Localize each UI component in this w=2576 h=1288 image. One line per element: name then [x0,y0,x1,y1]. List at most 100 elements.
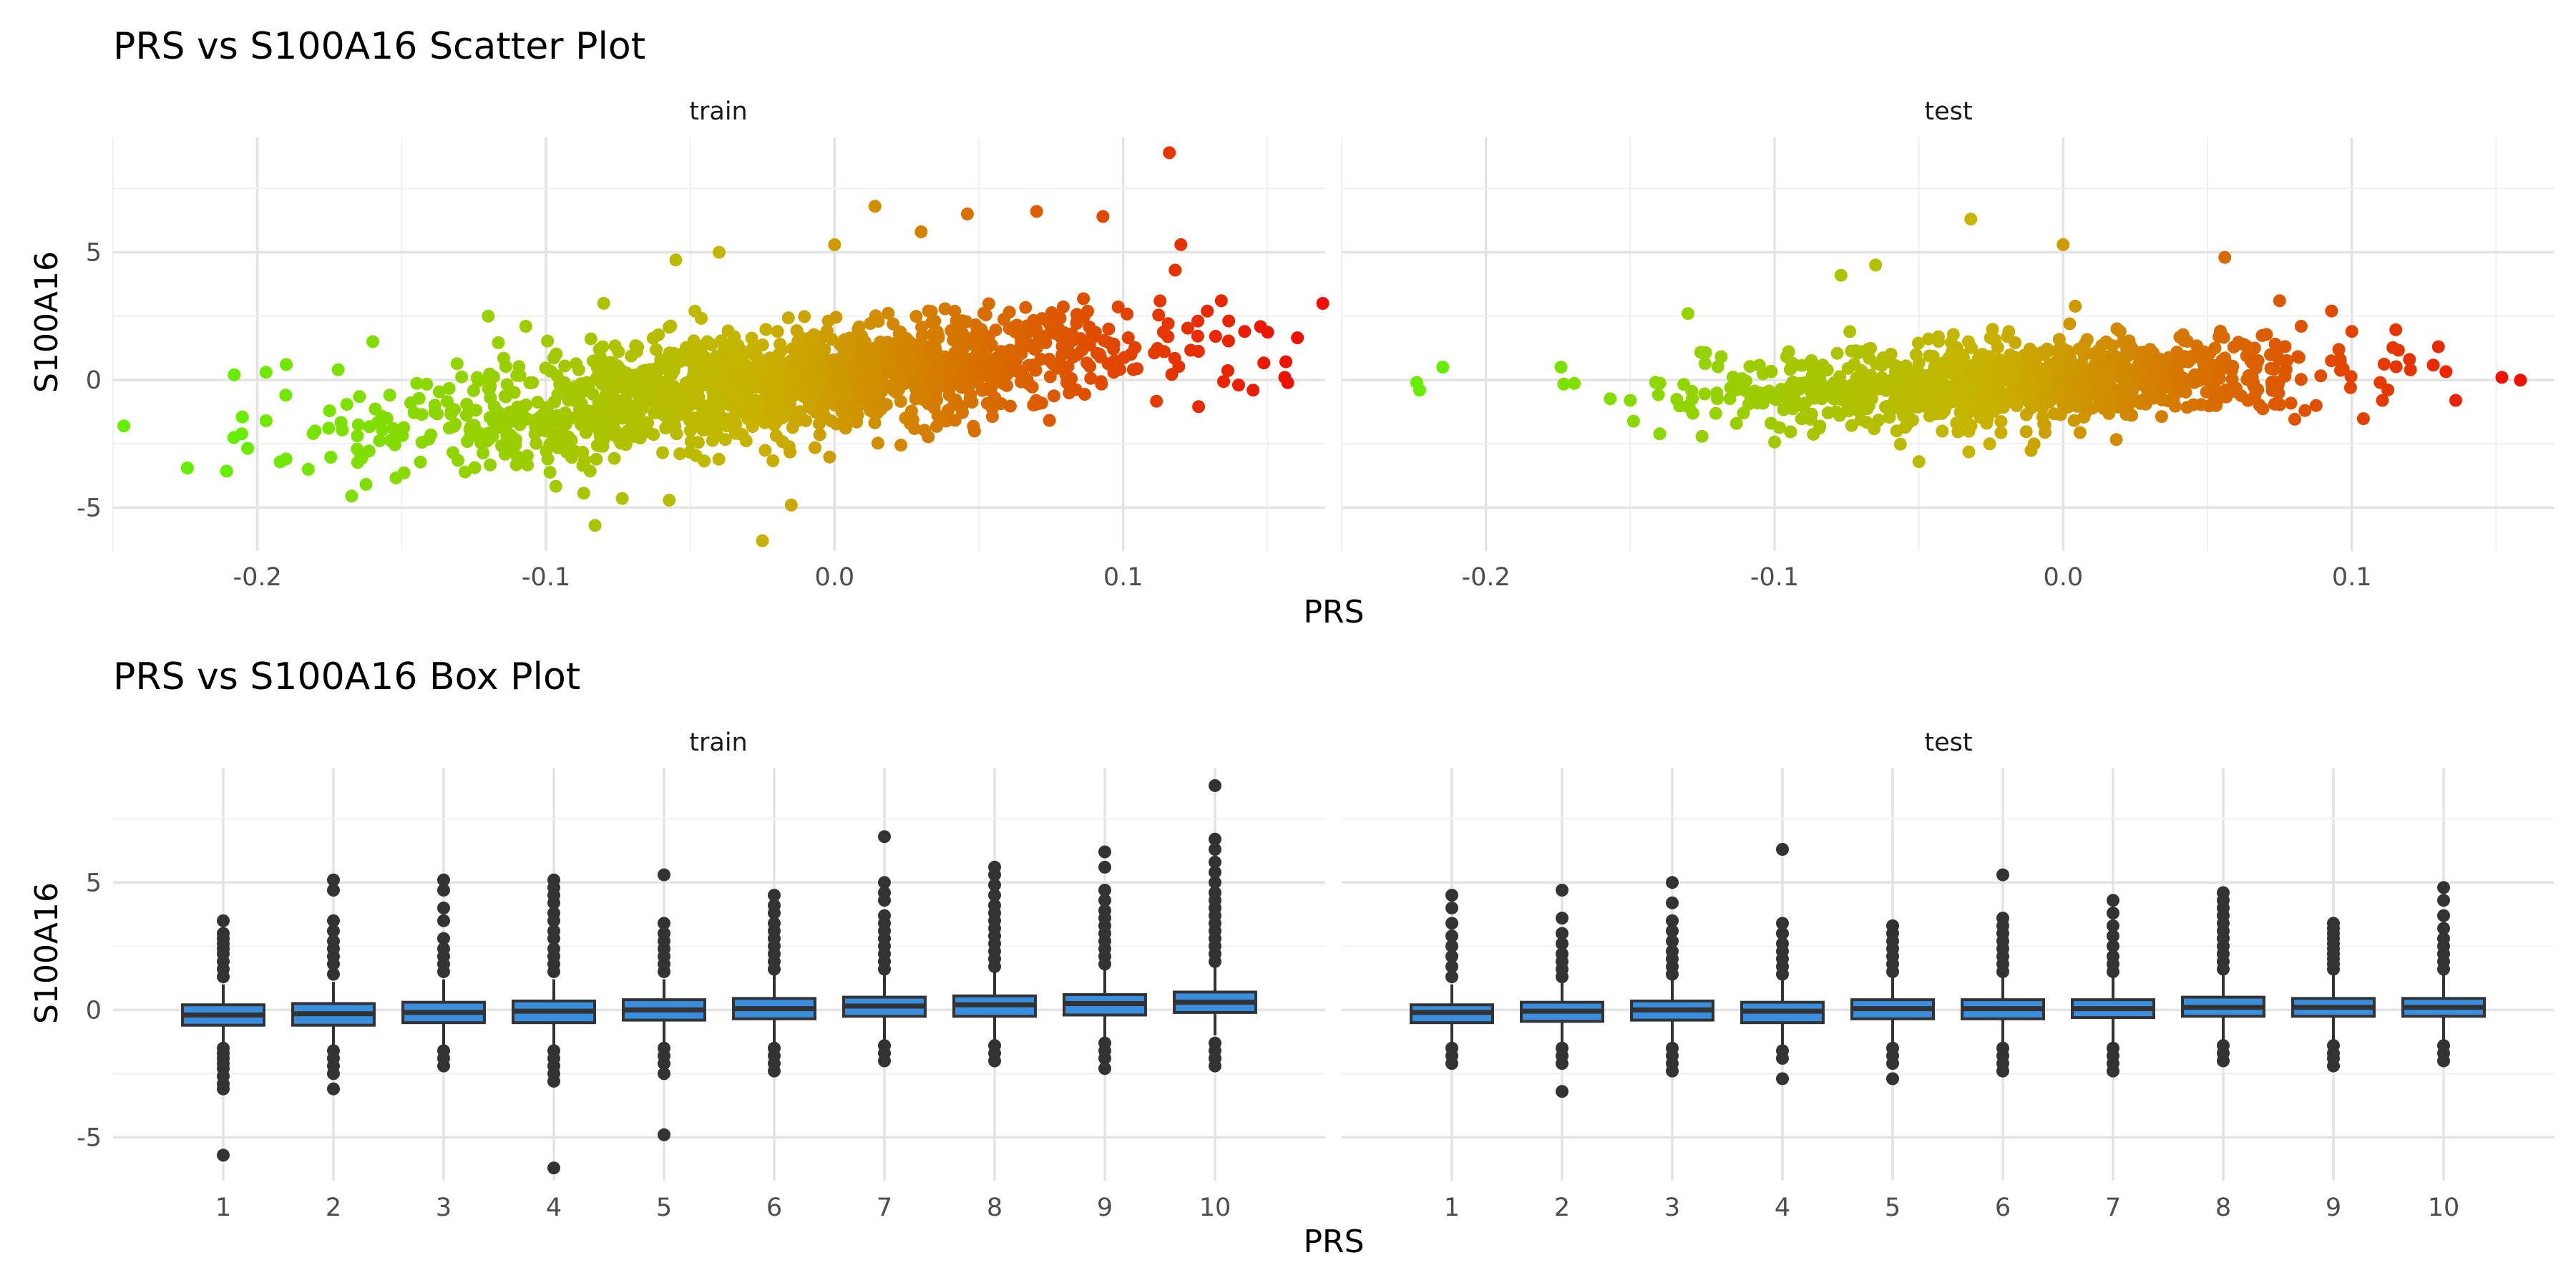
scatter-point [766,454,780,467]
scatter-point [2160,380,2173,394]
scatter-point [2124,341,2138,354]
scatter-point [446,446,459,459]
scatter-point [959,379,972,392]
scatter-point [2292,351,2306,364]
scatter-point [1554,361,1568,374]
scatter-point [301,462,315,476]
scatter-point [1756,396,1770,410]
box-outlier [1445,970,1458,984]
scatter-point [2167,388,2181,401]
scatter-point [557,376,571,389]
scatter-point [389,471,403,484]
scatter-point [593,350,607,364]
scatter-point [2041,378,2054,391]
scatter-point [838,409,852,423]
scatter-y-tick-label: 5 [86,239,102,268]
box-test-7 [2071,894,2155,1078]
scatter-point [1961,335,1975,348]
scatter-point [985,410,999,424]
scatter-point [519,320,532,333]
scatter-point [678,379,692,392]
scatter-strip-test: test [1924,97,1972,126]
scatter-point [2223,384,2236,398]
scatter-point [1081,305,1094,318]
box-outlier [1666,924,1679,937]
scatter-point [1158,345,1171,358]
scatter-point [2087,347,2100,361]
box-x-tick-label: 4 [1775,1194,1790,1222]
scatter-point [1991,381,2004,395]
scatter-point [1940,389,1953,403]
scatter-point [816,401,829,414]
scatter-point [1111,301,1125,313]
scatter-train-points [117,146,1330,547]
box-outlier [547,907,560,919]
scatter-point [1917,389,1931,402]
scatter-point [1742,397,1755,411]
box-outlier [2437,922,2450,935]
scatter-point [2404,363,2417,376]
scatter-point [1067,350,1080,364]
scatter-strip-train: train [689,97,747,126]
box-x-tick-label: 8 [2215,1194,2231,1222]
scatter-point [2256,402,2270,416]
scatter-point [1723,392,1737,406]
scatter-point [422,432,436,446]
scatter-point [2426,358,2440,372]
scatter-y-axis-label: S100A16 [29,251,65,393]
scatter-point [1935,359,1948,373]
scatter-point [1165,368,1179,381]
scatter-point [625,369,639,382]
scatter-point [1106,338,1120,351]
scatter-point [562,430,575,444]
scatter-point [812,343,826,356]
scatter-point [775,343,789,357]
scatter-point [1848,357,1861,371]
scatter-point [637,399,650,412]
box-outlier [1098,1062,1111,1075]
scatter-point [651,388,665,401]
box-outlier [1556,927,1568,940]
scatter-point [689,449,703,462]
box-outlier [768,917,781,930]
box-outlier [1556,1085,1568,1098]
scatter-point [1912,356,1926,370]
scatter-point [1152,308,1166,322]
scatter-point [2155,410,2168,424]
box-train-8 [952,860,1037,1068]
scatter-point [2377,357,2391,371]
scatter-point [558,359,572,373]
box-outlier [1996,868,2009,882]
scatter-point [1964,419,1978,433]
scatter-point [967,424,981,438]
scatter-point [822,386,836,399]
scatter-point [1192,400,1206,414]
scatter-point [1316,297,1330,310]
scatter-point [754,364,768,378]
scatter-point [608,452,621,465]
scatter-point [404,396,417,409]
box-outlier [658,868,670,882]
scatter-point [2449,394,2462,407]
box-outlier [2217,886,2230,899]
box-outlier [1666,896,1679,909]
scatter-point [615,364,628,377]
scatter-point [2067,414,2081,427]
box-outlier [1098,894,1111,907]
scatter-point [498,389,512,403]
scatter-point [766,380,779,394]
scatter-point [482,426,495,440]
scatter-point [530,414,543,427]
box-outlier [1445,901,1458,914]
scatter-point [2325,304,2338,318]
scatter-point [2195,398,2208,411]
scatter-point [1698,357,1712,371]
box-outlier [878,1054,891,1068]
scatter-point [459,409,473,422]
scatter-point [1850,346,1864,360]
scatter-point [982,297,995,311]
box-outlier [1996,912,2009,925]
box-train-7 [842,830,927,1068]
scatter-point [2047,407,2061,421]
scatter-point [1783,363,1797,376]
